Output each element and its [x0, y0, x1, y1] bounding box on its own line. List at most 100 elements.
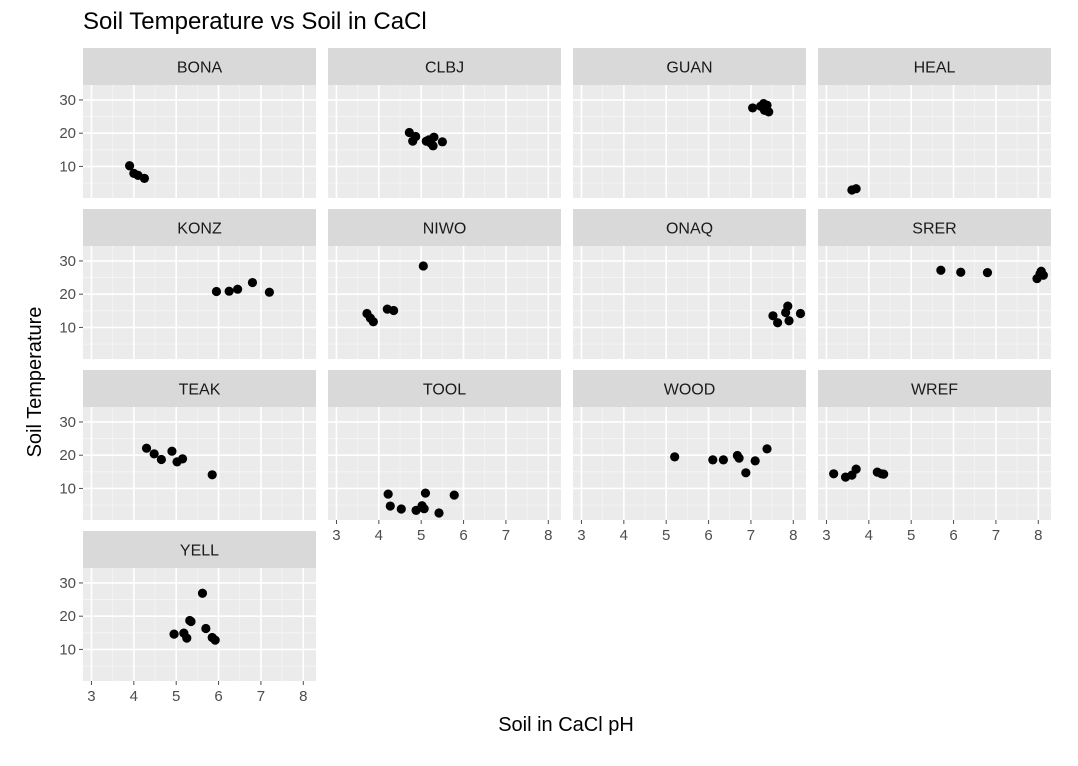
data-point — [141, 443, 152, 453]
facet-strip — [818, 209, 1051, 246]
facet-strip — [328, 370, 561, 407]
data-point — [396, 504, 406, 514]
plot-panel — [83, 568, 316, 681]
x-tick-label: 8 — [789, 527, 797, 544]
data-point — [368, 317, 378, 327]
data-point — [182, 633, 192, 643]
facet-yell: YELL 10 20 30 3 4 5 6 7 8 — [59, 531, 316, 705]
data-point — [264, 287, 274, 297]
data-point — [177, 454, 188, 464]
data-point — [748, 103, 758, 113]
facet-label: GUAN — [666, 60, 712, 77]
data-point — [149, 449, 159, 459]
facet-onaq: ONAQ — [573, 209, 806, 359]
data-point — [829, 469, 839, 479]
facet-bona: BONA 10 20 30 — [59, 48, 316, 198]
data-point — [411, 131, 421, 142]
data-point — [670, 452, 680, 462]
data-point — [982, 267, 993, 278]
plot-panel — [818, 85, 1051, 198]
data-point — [224, 286, 234, 296]
data-point — [247, 277, 258, 288]
facet-strip — [573, 48, 806, 85]
facet-label: HEAL — [914, 60, 956, 77]
data-point — [795, 308, 806, 319]
x-tick-label: 3 — [577, 527, 585, 544]
x-tick-label: 5 — [417, 527, 425, 544]
x-tick-label: 8 — [1034, 527, 1042, 544]
facet-label: NIWO — [423, 221, 467, 238]
data-point — [420, 488, 431, 498]
x-tick-label: 8 — [544, 527, 552, 544]
data-point — [762, 444, 772, 454]
facet-guan: GUAN — [573, 48, 806, 198]
y-tick-label: 20 — [59, 447, 76, 464]
data-point — [419, 504, 429, 514]
facet-tool: TOOL 3 4 5 6 7 8 — [328, 370, 561, 544]
facet-strip — [83, 531, 316, 568]
data-point — [764, 107, 774, 117]
facet-label: CLBJ — [425, 60, 464, 77]
plot-panel — [573, 85, 806, 198]
data-point — [741, 468, 751, 478]
facet-label: TOOL — [423, 382, 466, 399]
data-point — [956, 267, 966, 277]
x-tick-label: 4 — [375, 527, 383, 544]
data-point — [434, 508, 444, 518]
facet-strip — [328, 48, 561, 85]
data-point — [449, 490, 459, 500]
x-tick-label: 5 — [907, 527, 915, 544]
data-point — [139, 173, 150, 183]
facet-strip — [328, 209, 561, 246]
data-point — [429, 132, 439, 142]
facet-label: BONA — [177, 60, 223, 77]
data-point — [169, 629, 179, 639]
x-tick-label: 6 — [214, 688, 222, 705]
facet-label: KONZ — [177, 221, 222, 238]
data-point — [718, 455, 728, 465]
facet-strip — [573, 370, 806, 407]
facet-strip — [818, 48, 1051, 85]
data-point — [936, 265, 946, 275]
facet-strip — [83, 209, 316, 246]
data-point — [437, 137, 447, 147]
x-tick-label: 6 — [704, 527, 712, 544]
x-tick-label: 8 — [299, 688, 307, 705]
y-axis-title: Soil Temperature — [24, 307, 46, 458]
facet-strip — [573, 209, 806, 246]
plot-panel — [83, 246, 316, 359]
facet-label: WOOD — [664, 382, 716, 399]
data-point — [734, 453, 744, 463]
facet-niwo: NIWO — [328, 209, 561, 359]
y-tick-label: 10 — [59, 641, 76, 658]
data-point — [156, 454, 166, 465]
plot-panel — [573, 407, 806, 520]
data-point — [233, 284, 243, 294]
facet-wood: WOOD 3 4 5 6 7 8 — [573, 370, 806, 544]
data-point — [186, 616, 196, 627]
facet-strip — [83, 370, 316, 407]
facet-label: SRER — [912, 221, 956, 238]
data-point — [418, 261, 428, 271]
facet-panels: BONA 10 20 30 CLBJ GUAN HEAL KONZ 10 20 30 NIWO ONAQ… — [59, 48, 1051, 705]
facet-strip — [818, 370, 1051, 407]
x-tick-label: 7 — [257, 688, 265, 705]
facet-srer: SRER — [818, 209, 1051, 359]
facet-teak: TEAK 10 20 30 — [59, 370, 316, 520]
facet-label: TEAK — [179, 382, 221, 399]
data-point — [383, 489, 393, 499]
y-tick-label: 20 — [59, 125, 76, 142]
data-point — [125, 161, 135, 171]
facet-clbj: CLBJ — [328, 48, 561, 198]
x-tick-label: 5 — [662, 527, 670, 544]
data-point — [207, 470, 217, 480]
plot-panel — [328, 246, 561, 359]
plot-panel — [818, 407, 1051, 520]
y-tick-label: 30 — [59, 253, 76, 270]
facet-label: YELL — [180, 543, 219, 560]
data-point — [197, 588, 208, 598]
data-point — [768, 311, 778, 321]
x-tick-label: 3 — [822, 527, 830, 544]
y-tick-label: 10 — [59, 319, 76, 336]
x-tick-label: 4 — [130, 688, 138, 705]
